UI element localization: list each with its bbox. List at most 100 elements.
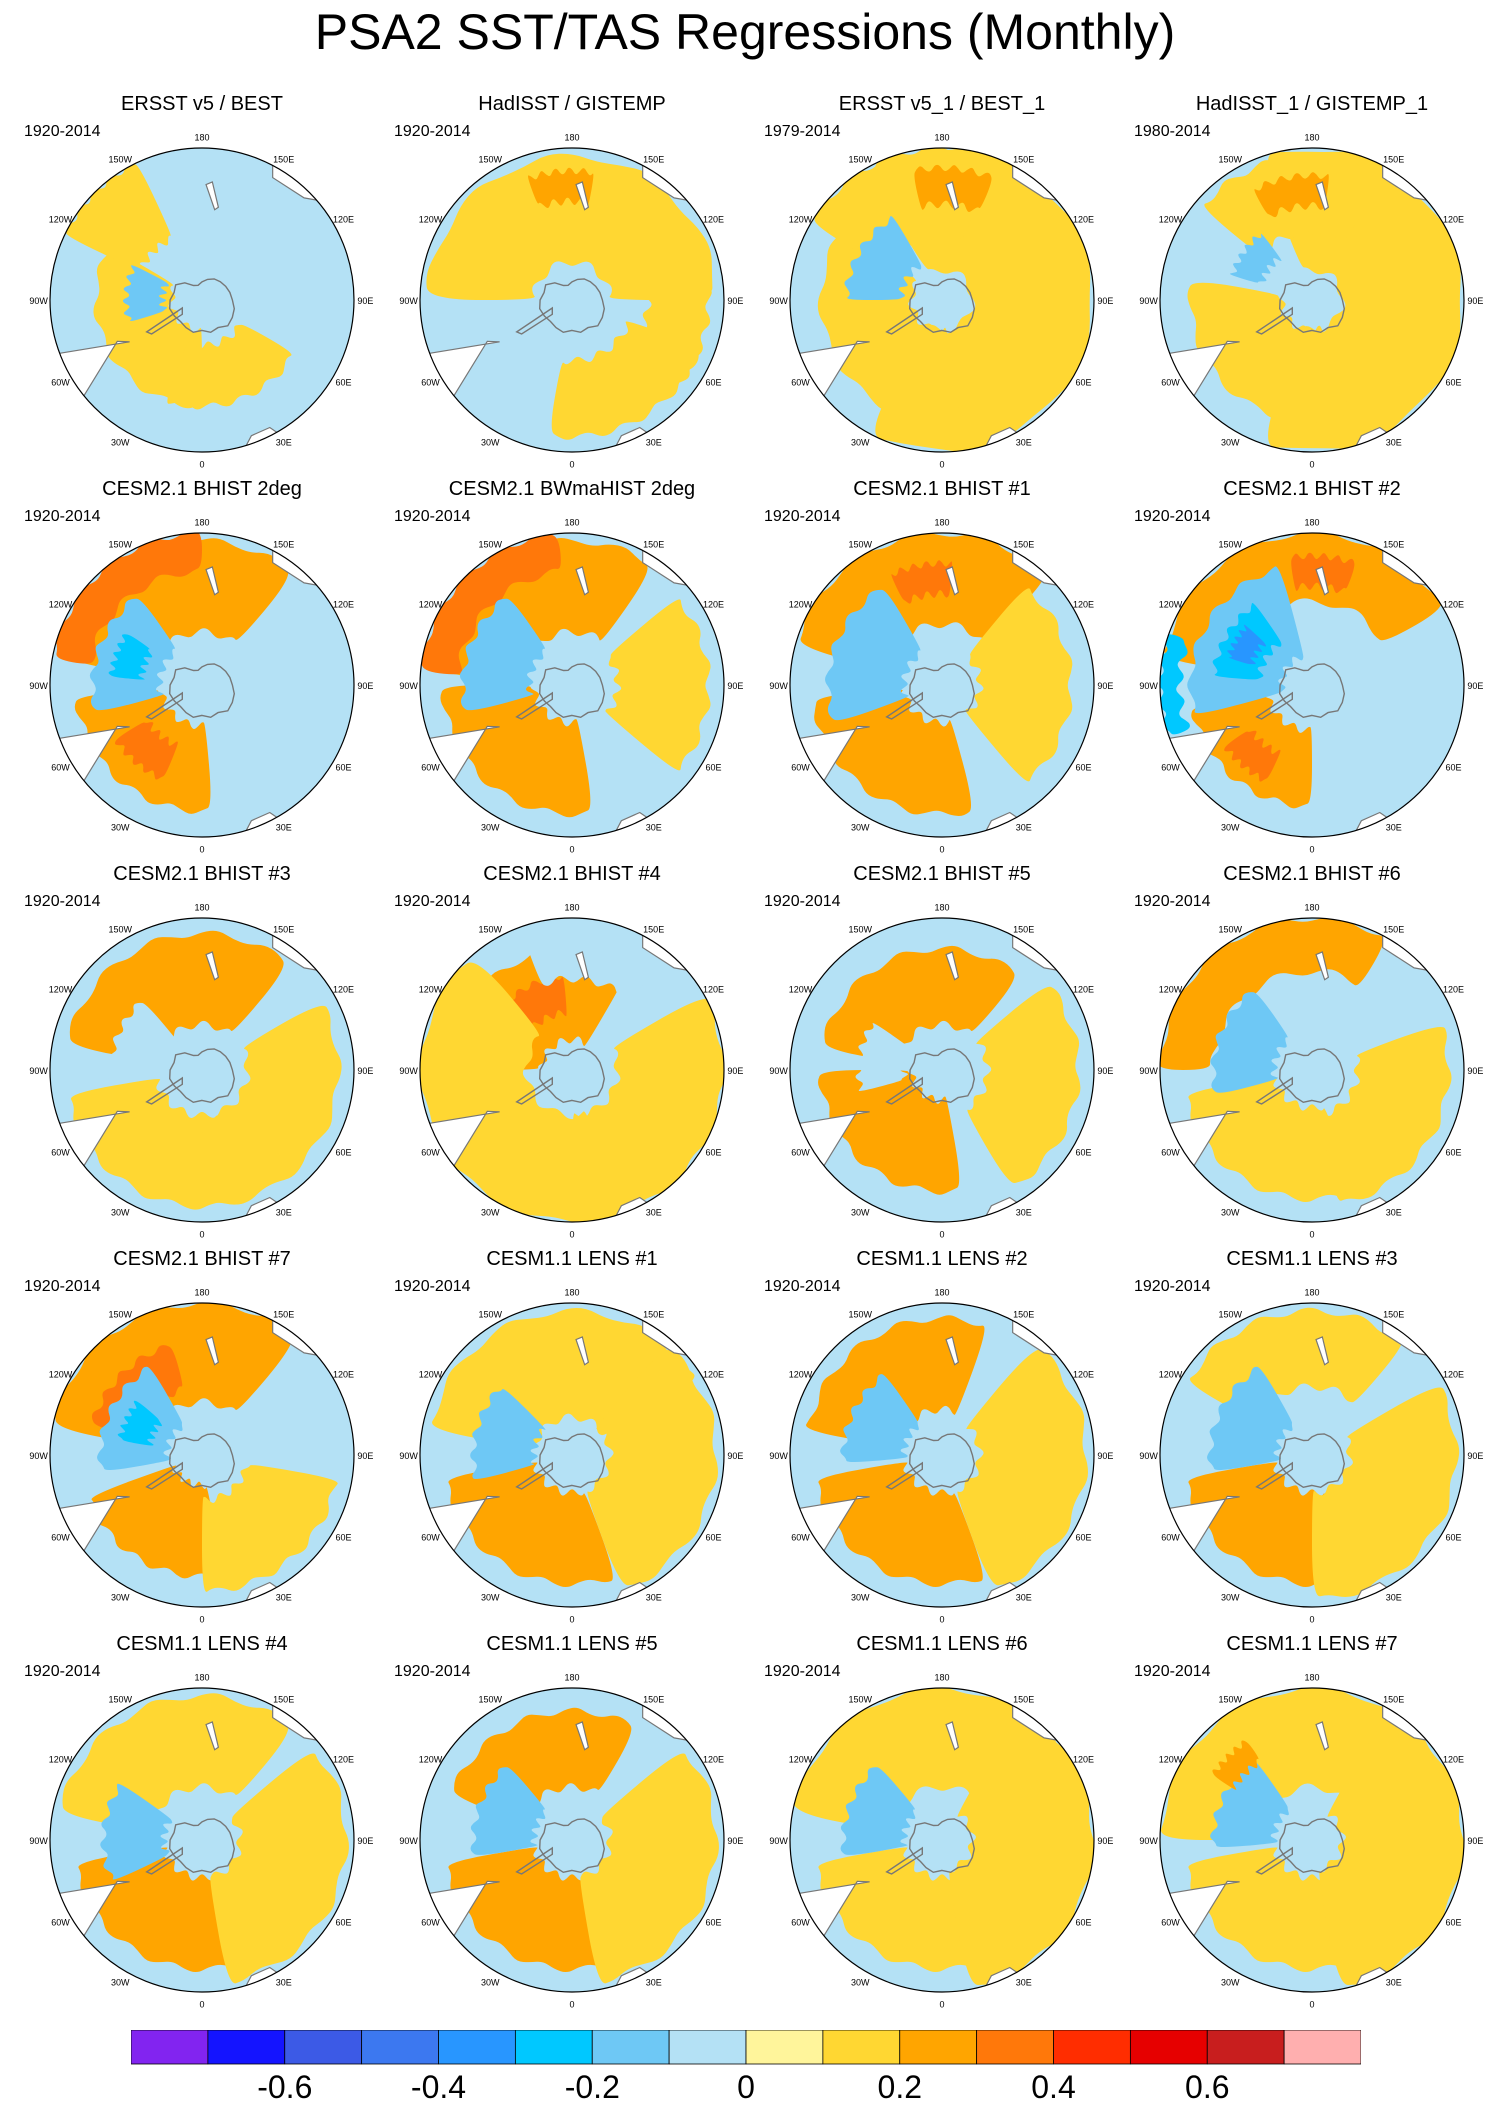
- longitude-label: 120W: [1159, 1369, 1183, 1379]
- contour-layer: [420, 533, 711, 818]
- longitude-label: 30W: [851, 823, 870, 833]
- longitude-label: 180: [1304, 133, 1319, 143]
- polar-map: 0 30E 60E 90E 120E 150E 180 150W 120W 90W 60W 30W: [1139, 133, 1483, 470]
- longitude-label: 30E: [646, 1978, 662, 1988]
- colorbar-swatch: [361, 2030, 439, 2065]
- longitude-label: 150E: [1383, 1310, 1404, 1320]
- antarctica-outline: [515, 1433, 606, 1490]
- longitude-label: 150W: [1219, 540, 1243, 550]
- contour-layer: [1160, 533, 1442, 809]
- map-boundary: [1159, 532, 1465, 838]
- contour-region: [117, 1400, 162, 1446]
- panel-period: 1979-2014: [764, 123, 841, 140]
- panel-period: 1920-2014: [1134, 1278, 1211, 1295]
- panel-period: 1920-2014: [24, 508, 101, 525]
- longitude-label: 120E: [333, 984, 354, 994]
- longitude-label: 30W: [851, 438, 870, 448]
- colorbar-swatch: [438, 2030, 516, 2065]
- map-boundary: [1159, 1687, 1465, 1993]
- contour-layer: [55, 1303, 338, 1592]
- new-zealand-outline: [205, 181, 220, 211]
- antarctica-outline: [885, 278, 976, 335]
- panel-title: CESM2.1 BHIST 2deg: [102, 478, 302, 500]
- colorbar-swatch: [1283, 2030, 1361, 2065]
- longitude-label: 120E: [333, 1369, 354, 1379]
- longitude-label: 150W: [109, 1695, 133, 1705]
- longitude-label: 180: [1304, 518, 1319, 528]
- colorbar: -0.6 -0.4 -0.2 0 0.2 0.4 0.6: [131, 2030, 1361, 2104]
- colorbar-swatch: [1206, 2030, 1285, 2065]
- longitude-label: 30E: [1386, 823, 1402, 833]
- contour-region: [1254, 172, 1329, 218]
- longitude-label: 180: [934, 903, 949, 913]
- contour-region: [78, 1847, 243, 1973]
- longitude-label: 120W: [1159, 1754, 1183, 1764]
- contour-region: [949, 1713, 1094, 1986]
- panel-period: 1920-2014: [394, 123, 471, 140]
- longitude-label: 60E: [1445, 1148, 1461, 1158]
- contour-region: [605, 599, 711, 771]
- longitude-label: 30W: [111, 1978, 130, 1988]
- antarctica-outline: [145, 663, 236, 720]
- contour-layer: [1188, 1307, 1460, 1597]
- longitude-label: 60W: [791, 1533, 810, 1543]
- longitude-label: 150W: [479, 1310, 503, 1320]
- colorbar-swatch: [131, 2030, 209, 2065]
- new-zealand-outline: [205, 1336, 220, 1366]
- longitude-label: 180: [194, 133, 209, 143]
- colorbar-swatch: [745, 2030, 824, 2065]
- longitude-label: 180: [934, 133, 949, 143]
- longitude-label: 30E: [1386, 1593, 1402, 1603]
- map-panel: CESM1.1 LENS #1 0 30E 60E 90E 120E 150E 180 150W…: [392, 1247, 752, 1624]
- longitude-label: 150W: [849, 155, 873, 165]
- contour-region: [632, 256, 712, 384]
- contour-region: [806, 1315, 985, 1445]
- antarctica-outline: [145, 278, 236, 335]
- longitude-label: 120W: [419, 984, 443, 994]
- longitude-label: 120W: [49, 1754, 73, 1764]
- map-panel: HadISST / GISTEMP 0 30E 60E 90E 120E 150E 180 15…: [392, 92, 752, 469]
- contour-region: [108, 1002, 182, 1084]
- longitude-label: 150W: [109, 540, 133, 550]
- panel-period: 1920-2014: [24, 1278, 101, 1295]
- longitude-label: 30E: [646, 438, 662, 448]
- longitude-label: 0: [569, 1999, 574, 2009]
- longitude-label: 120W: [419, 214, 443, 224]
- longitude-label: 120W: [1159, 599, 1183, 609]
- map-boundary: [789, 532, 1095, 838]
- longitude-label: 30E: [1016, 438, 1032, 448]
- longitude-label: 30W: [111, 1208, 130, 1218]
- longitude-label: 90W: [769, 1066, 788, 1076]
- longitude-label: 150E: [273, 1695, 294, 1705]
- longitude-label: 150E: [1383, 925, 1404, 935]
- longitude-label: 180: [564, 903, 579, 913]
- contour-layer: [55, 533, 289, 814]
- map-panel: CESM2.1 BHIST #1 0 30E 60E 90E 120E 150E 180 150…: [762, 477, 1122, 854]
- antarctica-outline: [145, 1048, 236, 1105]
- panel-period: 1920-2014: [764, 508, 841, 525]
- longitude-label: 60W: [791, 1148, 810, 1158]
- longitude-label: 90W: [1139, 1451, 1158, 1461]
- longitude-label: 180: [194, 903, 209, 913]
- colorbar-swatch: [1129, 2030, 1208, 2065]
- contour-region: [1312, 1387, 1460, 1597]
- longitude-label: 180: [194, 1673, 209, 1683]
- longitude-label: 90W: [399, 1066, 418, 1076]
- antarctica-outline: [885, 1048, 976, 1105]
- longitude-label: 150E: [1383, 1695, 1404, 1705]
- longitude-label: 120E: [703, 984, 724, 994]
- panel-period: 1920-2014: [394, 893, 471, 910]
- contour-region: [1160, 918, 1384, 1070]
- contour-region: [967, 986, 1081, 1184]
- longitude-label: 120W: [49, 1369, 73, 1379]
- longitude-label: 0: [569, 1614, 574, 1624]
- longitude-label: 60W: [421, 1148, 440, 1158]
- panel-period: 1920-2014: [1134, 1663, 1211, 1680]
- map-boundary: [419, 147, 725, 453]
- colorbar-swatch: [591, 2030, 670, 2065]
- polar-map: 0 30E 60E 90E 120E 150E 180 150W 120W 90W 60W 30W: [29, 133, 373, 470]
- longitude-label: 0: [569, 1229, 574, 1239]
- longitude-label: 150E: [273, 540, 294, 550]
- longitude-label: 150E: [1383, 540, 1404, 550]
- panel-title: CESM2.1 BWmaHIST 2deg: [448, 478, 696, 500]
